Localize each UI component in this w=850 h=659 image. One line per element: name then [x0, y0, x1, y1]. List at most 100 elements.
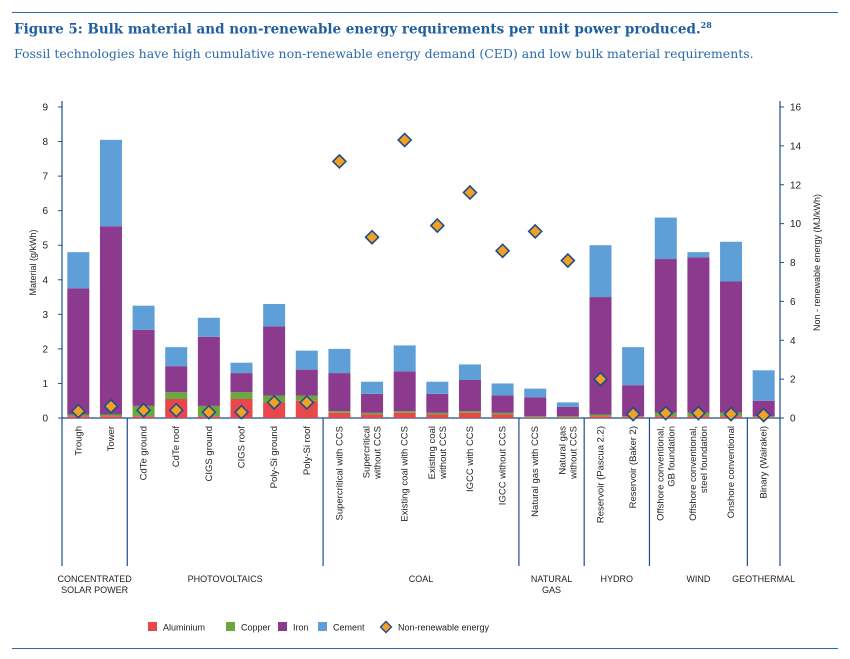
bar-segment-iron: [720, 281, 743, 413]
bar-segment-aluminium: [263, 402, 286, 418]
y-tick-label: 7: [42, 172, 48, 183]
energy-marker: [233, 404, 250, 420]
category-label: Existing coal with CCS: [400, 426, 411, 522]
group-label: PHOTOVOLTAICS: [188, 574, 263, 584]
bar-segment-iron: [458, 379, 481, 412]
bar-segment-iron: [687, 257, 710, 413]
energy-marker: [135, 402, 152, 418]
bar-segment-copper: [230, 392, 253, 399]
category-label: Poly-Si ground: [269, 426, 280, 488]
category-label: Offshore conventional,: [655, 426, 666, 521]
category-label: Natural gas: [557, 426, 568, 475]
category-label: CdTe roof: [171, 426, 182, 468]
y-tick-label: 3: [42, 310, 48, 321]
bar-segment-cement: [132, 305, 155, 330]
figure-title: Figure 5: Bulk material and non-renewabl…: [14, 20, 712, 38]
bar-segment-cement: [491, 383, 514, 396]
category-label: Onshore conventional: [726, 426, 737, 518]
category-label: Reservoir (Pascua 2.2): [596, 426, 607, 523]
bar-segment-copper: [458, 411, 481, 413]
bar-segment-iron: [99, 226, 122, 415]
category-label: without CCS: [373, 426, 384, 480]
bar-segment-cement: [197, 317, 220, 337]
bar-segment-iron: [132, 329, 155, 406]
group-label: CONCENTRATED: [57, 574, 132, 584]
y-axis-label: Material (g/kWh): [28, 229, 38, 295]
bar-segment-iron: [230, 373, 253, 393]
bar-segment-cement: [654, 217, 677, 260]
bar-segment-copper: [361, 412, 384, 415]
legend-swatch-energy: [379, 620, 393, 634]
bar-segment-aluminium: [556, 417, 579, 418]
bar-segment-cement: [165, 347, 188, 367]
category-label: Binary (Wairakei): [759, 426, 770, 499]
category-label: GB foundation: [666, 426, 677, 487]
category-label: Reservoir (Baker 2): [628, 426, 639, 508]
bar-segment-iron: [426, 393, 449, 413]
energy-marker: [266, 394, 282, 411]
category-label: Trough: [73, 426, 84, 456]
energy-marker: [462, 184, 478, 201]
group-label: COAL: [409, 574, 434, 584]
bar-segment-iron: [654, 259, 677, 413]
y2-tick-label: 10: [790, 219, 802, 230]
category-label: Existing coal: [427, 426, 438, 479]
energy-marker: [560, 252, 576, 269]
bar-segment-cement: [361, 381, 384, 394]
legend-label: Cement: [333, 623, 365, 633]
y-tick-label: 9: [42, 103, 48, 114]
bar-segment-iron: [589, 297, 612, 415]
y-tick-label: 1: [42, 379, 48, 390]
bar-segment-copper: [393, 411, 416, 413]
y2-tick-label: 0: [790, 414, 796, 425]
bar-segment-cement: [426, 381, 449, 394]
bar-segment-iron: [263, 326, 286, 396]
energy-marker: [690, 405, 707, 421]
bar-segment-iron: [295, 369, 318, 396]
bar-segment-cement: [687, 252, 710, 258]
energy-marker: [397, 132, 413, 148]
y2-tick-label: 8: [790, 258, 796, 269]
energy-marker: [429, 217, 445, 234]
category-label: CIGS roof: [237, 426, 248, 469]
bar-segment-copper: [491, 412, 514, 415]
bar-segment-cement: [622, 347, 645, 386]
bar-segment-cement: [263, 303, 286, 327]
bar-segment-iron: [361, 393, 384, 413]
category-label: Tower: [106, 426, 117, 451]
bar-segment-cement: [393, 345, 416, 372]
bar-segment-aluminium: [458, 412, 481, 418]
legend-swatch-aluminium: [148, 622, 157, 631]
energy-marker: [756, 407, 772, 423]
y-tick-label: 8: [42, 137, 48, 148]
y2-axis-label: Non - renewable energy (MJ/kWh): [812, 194, 822, 331]
category-label: Poly-Si roof: [302, 426, 313, 475]
category-label: CdTe ground: [139, 426, 150, 480]
bar-segment-iron: [524, 397, 547, 417]
y-tick-label: 4: [42, 275, 48, 286]
bar-segment-iron: [622, 385, 645, 417]
bar-segment-cement: [67, 252, 90, 289]
energy-marker: [103, 398, 119, 414]
category-label: without CCS: [438, 426, 449, 480]
y2-tick-label: 14: [790, 141, 802, 152]
category-label: steel foundation: [699, 426, 710, 493]
bar-segment-cement: [295, 350, 318, 370]
energy-marker: [592, 371, 609, 387]
top-rule: [12, 12, 838, 13]
bar-segment-copper: [328, 411, 351, 413]
bar-segment-aluminium: [589, 416, 612, 418]
bar-segment-copper: [165, 392, 188, 399]
bar-segment-aluminium: [393, 412, 416, 418]
bar-segment-iron: [556, 406, 579, 417]
legend-swatch-iron: [278, 622, 287, 631]
category-label: Supercritical with CCS: [334, 426, 345, 521]
bar-segment-copper: [556, 416, 579, 418]
category-label: Natural gas with CCS: [530, 426, 541, 517]
bar-segment-iron: [165, 366, 188, 393]
group-label: HYDRO: [601, 574, 634, 584]
legend-swatch-copper: [226, 622, 235, 631]
energy-marker: [494, 243, 511, 259]
energy-marker: [70, 403, 86, 419]
